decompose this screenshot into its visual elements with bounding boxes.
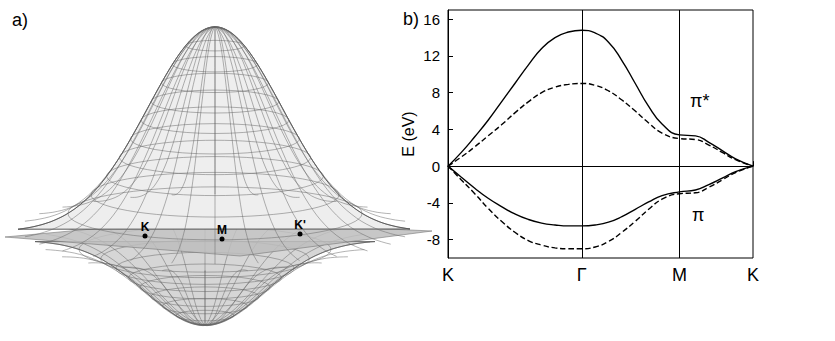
svg-text:K: K <box>442 265 454 285</box>
svg-text:M: M <box>217 223 227 237</box>
svg-text:M: M <box>672 265 687 285</box>
svg-text:K: K <box>141 220 150 234</box>
svg-text:8: 8 <box>432 84 440 101</box>
svg-text:K': K' <box>294 218 306 232</box>
svg-text:-4: -4 <box>427 194 440 211</box>
svg-text:b): b) <box>403 9 419 29</box>
svg-text:16: 16 <box>423 11 440 28</box>
svg-text:0: 0 <box>432 158 440 175</box>
svg-text:Γ: Γ <box>577 265 587 285</box>
svg-text:12: 12 <box>423 47 440 64</box>
svg-text:π*: π* <box>690 91 709 111</box>
svg-text:-8: -8 <box>427 231 440 248</box>
svg-text:a): a) <box>12 10 28 30</box>
svg-text:π: π <box>692 205 704 225</box>
svg-text:K: K <box>747 265 759 285</box>
svg-text:4: 4 <box>432 121 440 138</box>
svg-text:E (eV): E (eV) <box>400 111 417 156</box>
